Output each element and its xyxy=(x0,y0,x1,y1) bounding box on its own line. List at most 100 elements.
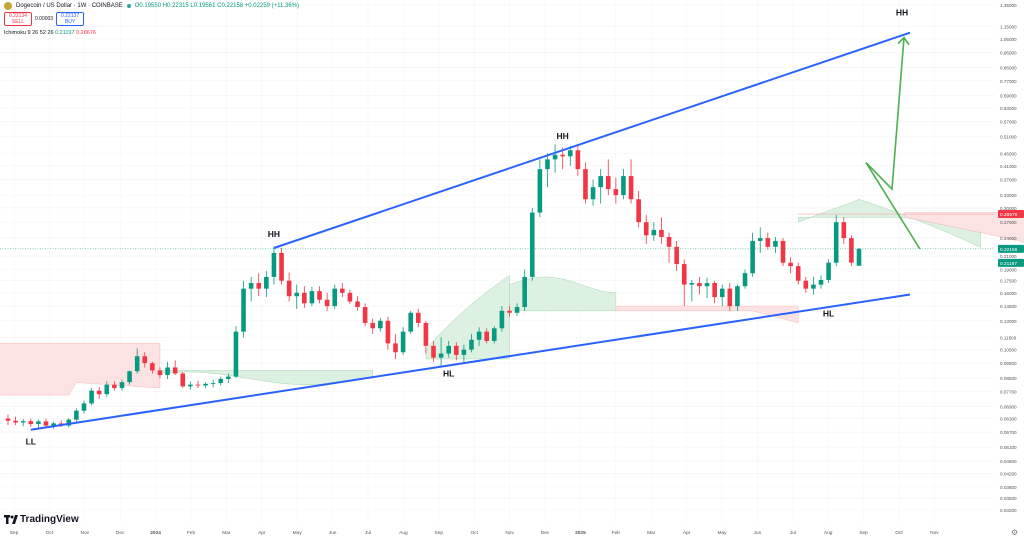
candle-body xyxy=(461,349,467,355)
candle-bullish xyxy=(248,276,254,302)
indicator-legend[interactable]: Ichimoku 9 26 52 26 0.21197 0.28676 xyxy=(4,30,96,36)
y-tick-label: 0.63000 xyxy=(1000,106,1017,111)
candle-body xyxy=(552,154,558,160)
tradingview-brand[interactable]: TradingView xyxy=(4,514,79,525)
support-trendline xyxy=(30,293,911,431)
candle-body xyxy=(780,240,786,263)
candle-bullish xyxy=(552,144,558,173)
swing-label: HL xyxy=(823,309,834,319)
candle-bullish xyxy=(20,419,26,427)
y-tick-label: 0.33000 xyxy=(1000,193,1017,198)
tradingview-logo-icon xyxy=(4,515,18,524)
candle-body xyxy=(750,240,755,274)
x-tick-label: Apr xyxy=(258,530,266,536)
x-tick-label: May xyxy=(293,530,303,536)
candle-body xyxy=(583,169,588,200)
candle-bullish xyxy=(529,207,535,281)
candle-bullish xyxy=(545,153,550,188)
candle-bullish xyxy=(522,269,527,311)
y-tick-label: 0.11500 xyxy=(1000,335,1017,340)
candle-bearish xyxy=(681,259,687,307)
y-tick-label: 0.03500 xyxy=(1000,496,1017,501)
candle-body xyxy=(241,288,246,332)
candle-bullish xyxy=(400,327,406,355)
price-label-bg xyxy=(998,258,1024,267)
candle-body xyxy=(469,339,474,350)
candle-bearish xyxy=(674,240,679,272)
candle-body xyxy=(165,367,170,376)
chart-header: Dogecoin / US Dollar · 1W · COINBASE O0.… xyxy=(4,2,299,10)
candle-bearish xyxy=(393,333,398,359)
candle-bearish xyxy=(431,340,436,362)
candle-body xyxy=(74,410,79,420)
candle-bullish xyxy=(811,276,816,295)
candle-body xyxy=(317,291,322,300)
candle-bullish xyxy=(134,348,140,374)
candle-body xyxy=(188,384,193,387)
candle-bearish xyxy=(643,214,649,244)
y-tick-label: 0.08500 xyxy=(1000,376,1017,381)
ichimoku-cloud xyxy=(0,198,1024,396)
candle-body xyxy=(271,252,277,277)
candle-bullish xyxy=(89,388,94,406)
symbol-title[interactable]: Dogecoin / US Dollar · 1W · COINBASE xyxy=(16,3,123,9)
candle-body xyxy=(757,238,763,241)
candle-body xyxy=(628,176,634,200)
x-tick-label: Oct xyxy=(470,530,478,536)
indicator-name: Ichimoku 9 26 52 26 xyxy=(4,30,54,36)
candle-bullish xyxy=(233,326,239,379)
y-tick-label: 0.05700 xyxy=(1000,430,1017,435)
candle-body xyxy=(818,279,824,285)
candle-bearish xyxy=(362,303,368,327)
buy-price: 0.22137 xyxy=(61,13,80,19)
cloud-bull xyxy=(425,274,510,360)
candle-bearish xyxy=(355,296,360,311)
candle-bearish xyxy=(636,191,641,228)
candle-body xyxy=(66,419,72,426)
buy-button[interactable]: 0.22137 BUY xyxy=(56,12,85,26)
sell-button[interactable]: 0.22134 SELL xyxy=(4,12,32,26)
candle-bullish xyxy=(165,361,170,379)
projection-arrow-head xyxy=(897,36,910,46)
candle-bullish xyxy=(491,326,497,344)
chart-grid xyxy=(0,4,995,511)
settings-gear-icon[interactable]: ⚙ xyxy=(1010,528,1018,537)
y-tick-label: 0.06900 xyxy=(1000,404,1017,409)
candle-bullish xyxy=(499,306,505,332)
price-label: 0.22158 xyxy=(1000,247,1018,253)
candle-bearish xyxy=(195,380,201,389)
candle-bullish xyxy=(378,317,383,332)
candle-body xyxy=(142,356,148,364)
candle-body xyxy=(256,283,262,289)
x-tick-label: Sep xyxy=(435,530,444,536)
candle-bearish xyxy=(484,328,489,344)
candle-bullish xyxy=(210,379,216,388)
candle-bearish xyxy=(765,232,771,250)
candle-body xyxy=(666,236,672,247)
brand-name: TradingView xyxy=(20,514,79,525)
x-tick-label: Nov xyxy=(930,530,939,536)
y-tick-label: 0.45000 xyxy=(1000,151,1017,156)
candle-body xyxy=(96,390,102,395)
x-tick-label: Oct xyxy=(46,530,54,536)
x-tick-label: Dec xyxy=(541,530,550,536)
candle-bullish xyxy=(81,400,87,414)
x-tick-label: Oct xyxy=(895,530,903,536)
y-tick-label: 0.05100 xyxy=(1000,445,1017,450)
candle-bullish xyxy=(469,333,474,353)
candle-bullish xyxy=(203,382,208,389)
candle-body xyxy=(210,383,216,384)
candle-bearish xyxy=(279,248,284,285)
candle-bullish xyxy=(188,381,193,390)
y-tick-label: 0.27000 xyxy=(1000,220,1017,225)
candle-bullish xyxy=(590,179,596,206)
candle-bullish xyxy=(438,337,444,367)
candle-bullish xyxy=(704,277,710,298)
candle-bullish xyxy=(264,271,269,298)
y-tick-label: 0.03200 xyxy=(1000,508,1017,513)
x-tick-label: Mar xyxy=(647,530,656,536)
candle-bearish xyxy=(605,159,611,196)
candle-body xyxy=(833,222,839,263)
candle-body xyxy=(507,310,512,313)
